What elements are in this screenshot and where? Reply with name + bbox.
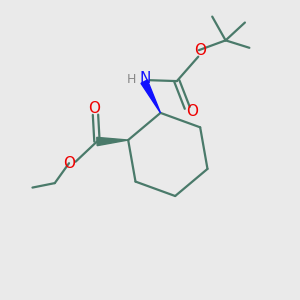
Text: O: O <box>63 156 75 171</box>
Text: O: O <box>194 43 206 58</box>
Text: H: H <box>127 73 136 86</box>
Polygon shape <box>97 137 128 146</box>
Text: O: O <box>187 104 199 119</box>
Polygon shape <box>141 80 161 113</box>
Text: N: N <box>139 71 150 86</box>
Text: O: O <box>88 101 101 116</box>
